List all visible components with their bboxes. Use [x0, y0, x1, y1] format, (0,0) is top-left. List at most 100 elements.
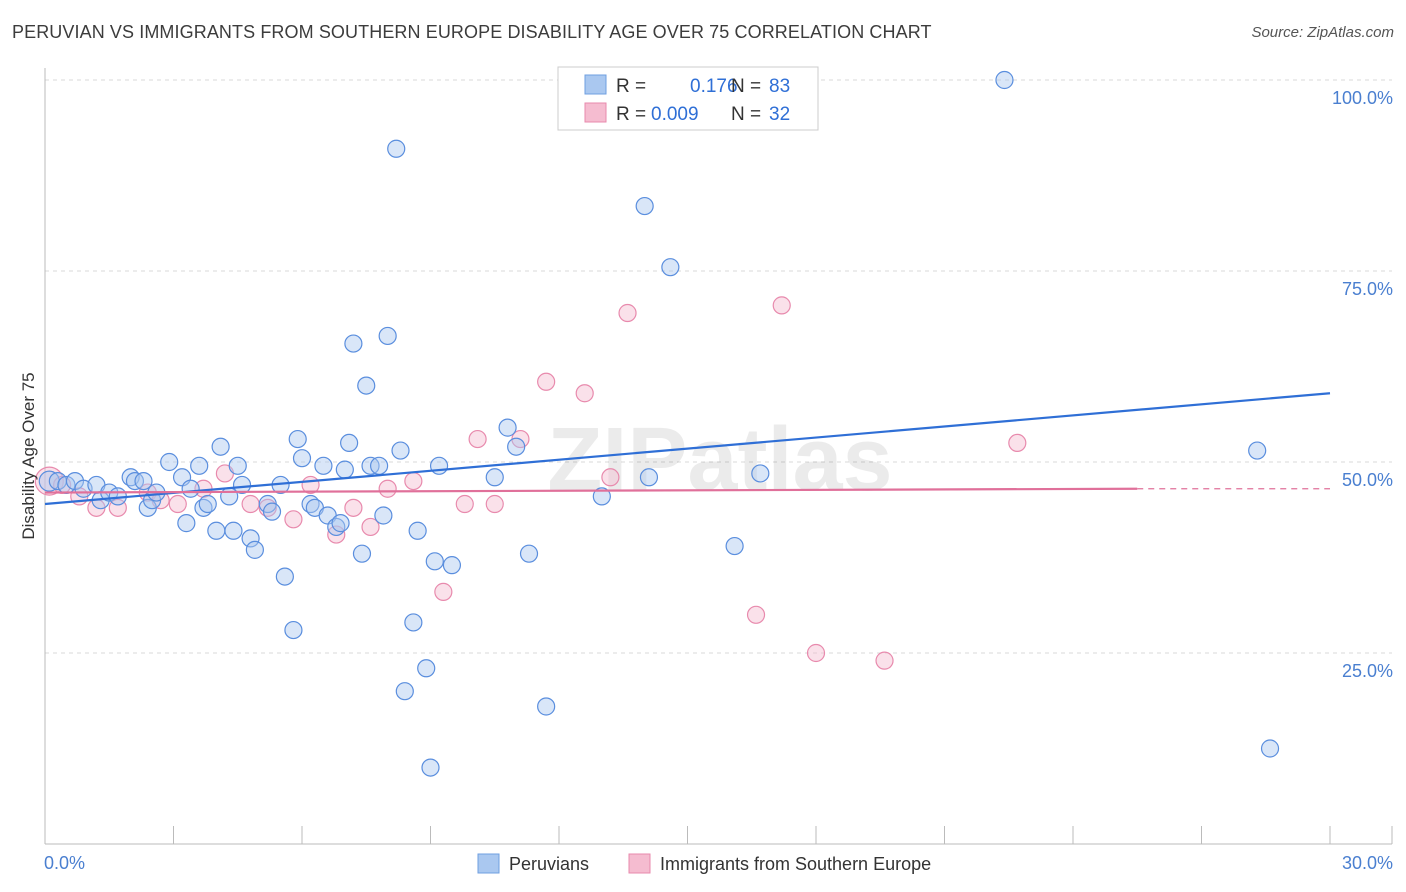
- trend-line-peruvians: [44, 392, 1331, 506]
- data-point-immigrants: [327, 525, 346, 544]
- data-point-peruvians: [519, 544, 539, 563]
- series-peruvians-points: [38, 70, 1280, 777]
- data-point-immigrants: [241, 494, 260, 514]
- axes: [44, 68, 1393, 845]
- legend-r-value-1: 0.176: [690, 76, 738, 97]
- data-point-peruvians: [751, 464, 770, 483]
- data-point-peruvians: [537, 697, 556, 716]
- source-credit: Source: ZipAtlas.com: [1251, 24, 1394, 41]
- data-point-peruvians: [262, 502, 282, 521]
- data-point-peruvians: [357, 376, 376, 395]
- y-tick-label: 100.0%: [1332, 88, 1393, 108]
- data-point-peruvians: [241, 529, 260, 548]
- bottom-legend-label-peruvians: Peruvians: [509, 854, 589, 874]
- data-point-immigrants: [378, 479, 397, 498]
- data-point-peruvians: [275, 567, 294, 586]
- data-point-peruvians: [134, 472, 153, 491]
- data-point-immigrants: [537, 372, 556, 391]
- data-point-peruvians: [211, 437, 230, 456]
- legend-swatch-pink: [584, 102, 607, 123]
- data-point-peruvians: [335, 460, 354, 479]
- bottom-legend-label-immigrants: Immigrants from Southern Europe: [660, 854, 931, 874]
- data-point-peruvians: [284, 620, 303, 640]
- x-tick-label: 0.0%: [44, 853, 85, 873]
- data-point-immigrants: [434, 582, 453, 601]
- data-point-immigrants: [468, 429, 487, 449]
- x-tick-label: 30.0%: [1342, 853, 1393, 873]
- bottom-legend-swatch-immigrants: [628, 853, 651, 874]
- x-tick-labels: 0.0% 30.0%: [44, 853, 1393, 873]
- data-point-immigrants: [1008, 433, 1027, 452]
- data-point-peruvians: [639, 468, 659, 487]
- data-point-immigrants: [455, 494, 474, 514]
- data-point-peruvians: [378, 326, 397, 346]
- legend-n-value-1: 83: [769, 76, 790, 97]
- legend-swatch-blue: [584, 74, 607, 95]
- data-point-peruvians: [442, 556, 462, 575]
- data-point-peruvians: [331, 514, 350, 533]
- data-point-peruvians: [391, 441, 410, 460]
- data-point-peruvians: [181, 479, 200, 498]
- legend: R = 0.176 N = 83 R = 0.009 N = 32: [557, 66, 819, 131]
- watermark: ZIPatlas: [547, 410, 892, 510]
- data-point-peruvians: [1248, 441, 1267, 460]
- bottom-legend: Peruvians Immigrants from Southern Europ…: [477, 853, 931, 874]
- data-point-immigrants: [404, 472, 423, 491]
- data-point-peruvians: [340, 433, 359, 452]
- data-point-peruvians: [207, 521, 226, 540]
- data-point-peruvians: [635, 196, 654, 216]
- data-point-immigrants: [618, 303, 637, 323]
- data-point-immigrants: [168, 494, 187, 514]
- trend-line-immigrants: [44, 487, 1138, 494]
- data-point-immigrants: [746, 605, 766, 624]
- data-point-peruvians: [425, 552, 444, 571]
- y-tick-label: 25.0%: [1342, 661, 1393, 681]
- legend-r-label-1: R =: [616, 76, 646, 97]
- data-point-peruvians: [160, 452, 179, 472]
- legend-r-value-2: 0.009: [651, 104, 699, 125]
- data-point-peruvians: [507, 437, 526, 456]
- data-point-peruvians: [288, 429, 307, 449]
- data-point-peruvians: [725, 536, 744, 556]
- data-point-immigrants: [601, 468, 620, 487]
- data-point-peruvians: [408, 521, 427, 540]
- legend-n-value-2: 32: [769, 104, 790, 125]
- data-point-peruvians: [421, 758, 440, 777]
- data-point-immigrants: [575, 384, 594, 403]
- data-point-peruvians: [292, 449, 312, 468]
- legend-n-label-2: N =: [731, 104, 761, 125]
- data-point-peruvians: [224, 521, 243, 540]
- data-point-immigrants: [284, 510, 303, 529]
- data-point-peruvians: [995, 70, 1014, 90]
- data-point-immigrants: [361, 517, 380, 537]
- data-point-peruvians: [232, 475, 252, 495]
- data-point-peruvians: [485, 468, 504, 487]
- data-point-immigrants: [806, 643, 826, 663]
- data-point-peruvians: [498, 418, 517, 437]
- data-point-peruvians: [661, 258, 680, 277]
- data-point-peruvians: [245, 540, 264, 559]
- data-point-peruvians: [387, 139, 406, 158]
- data-point-peruvians: [177, 514, 196, 533]
- data-point-immigrants: [485, 494, 504, 514]
- data-point-peruvians: [198, 494, 217, 514]
- data-point-peruvians: [352, 544, 372, 563]
- data-point-peruvians: [370, 456, 389, 475]
- y-tick-labels: 100.0% 75.0% 50.0% 25.0%: [1332, 88, 1393, 681]
- trend-lines: [44, 392, 1331, 506]
- data-point-peruvians: [417, 659, 436, 678]
- data-point-immigrants: [344, 498, 363, 517]
- data-point-peruvians: [1260, 739, 1280, 758]
- data-point-peruvians: [344, 334, 363, 353]
- y-axis-title: Disability Age Over 75: [19, 372, 38, 539]
- data-point-peruvians: [592, 487, 611, 506]
- y-tick-label: 75.0%: [1342, 279, 1393, 299]
- data-point-peruvians: [314, 456, 333, 475]
- data-point-immigrants: [875, 651, 894, 670]
- data-point-immigrants: [772, 296, 791, 315]
- chart-title: PERUVIAN VS IMMIGRANTS FROM SOUTHERN EUR…: [12, 22, 932, 42]
- legend-r-label-2: R =: [616, 104, 646, 125]
- data-point-peruvians: [228, 456, 247, 475]
- bottom-legend-swatch-peruvians: [477, 853, 500, 874]
